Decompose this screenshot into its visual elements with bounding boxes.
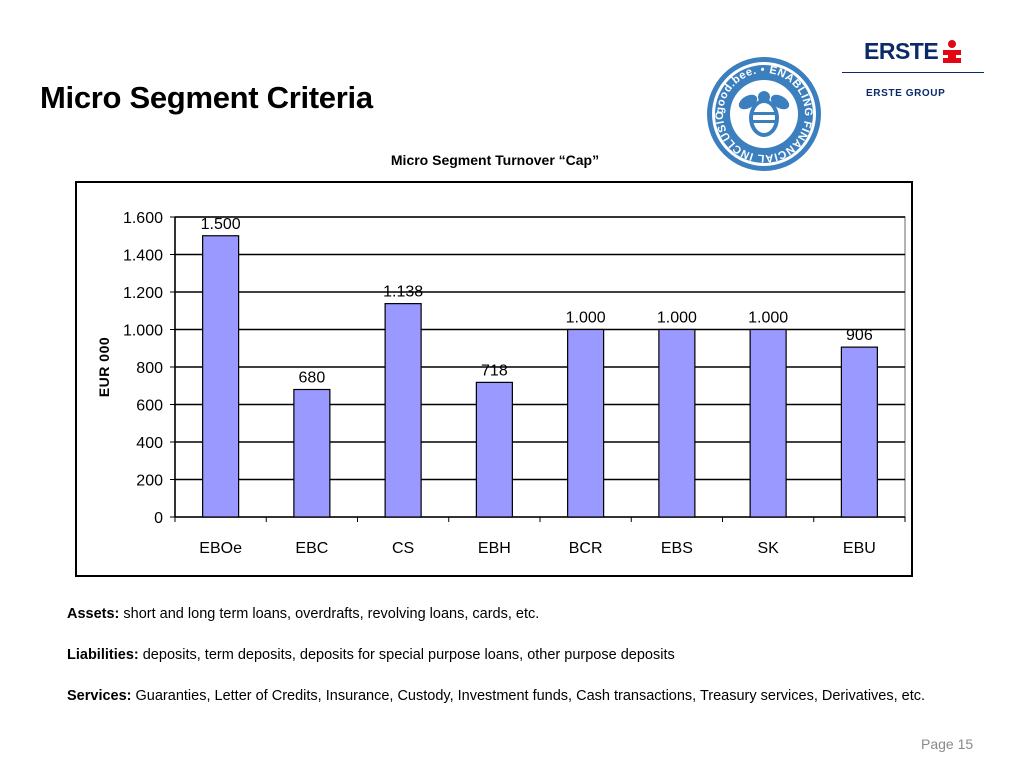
- chart-title: Micro Segment Turnover “Cap”: [390, 152, 600, 168]
- y-tick-label: 800: [136, 360, 163, 377]
- x-tick-label: EBH: [478, 540, 511, 557]
- data-label: 1.500: [201, 216, 241, 233]
- bar: [384, 303, 422, 518]
- y-tick-label: 200: [136, 473, 163, 490]
- x-tick-label: EBS: [661, 540, 693, 557]
- note-label: Services:: [67, 688, 132, 704]
- data-label: 906: [846, 327, 873, 344]
- note-services: Services: Guaranties, Letter of Credits,…: [67, 686, 967, 707]
- logo-brand-text: ERSTE: [864, 38, 939, 64]
- chart-frame: 0 200 400 600 800 1.000 1.200 1.400 1.600 EUR 000…: [75, 181, 913, 577]
- note-label: Liabilities:: [67, 647, 139, 663]
- x-tick-label: SK: [757, 540, 779, 557]
- note-text: Guaranties, Letter of Credits, Insurance…: [131, 688, 926, 704]
- x-tick-label: EBU: [843, 540, 876, 557]
- note-liabilities: Liabilities: deposits, term deposits, de…: [67, 645, 967, 666]
- note-text: short and long term loans, overdrafts, r…: [119, 606, 540, 622]
- x-tick-label: CS: [392, 540, 414, 557]
- bar: [840, 346, 878, 518]
- x-tick-label: EBC: [295, 540, 328, 557]
- x-tick-label: EBOe: [199, 540, 242, 557]
- logo-divider: [842, 72, 984, 73]
- bar: [749, 328, 787, 518]
- y-tick-label: 1.000: [123, 323, 163, 340]
- note-label: Assets:: [67, 606, 120, 622]
- data-label: 1.000: [566, 310, 606, 327]
- y-tick-label: 400: [136, 435, 163, 452]
- bar: [658, 328, 696, 518]
- bar: [475, 381, 513, 518]
- y-tick-label: 1.200: [123, 285, 163, 302]
- bar: [293, 388, 331, 518]
- slide-title: Micro Segment Criteria: [40, 80, 373, 115]
- data-label: 1.000: [657, 310, 697, 327]
- x-tick-label: BCR: [569, 540, 603, 557]
- y-tick-label: 0: [154, 510, 163, 527]
- note-assets: Assets: short and long term loans, overd…: [67, 604, 967, 625]
- y-tick-label: 1.600: [123, 210, 163, 227]
- bar-chart: 0 200 400 600 800 1.000 1.200 1.400 1.600 EUR 000…: [96, 210, 906, 557]
- page-number: Page 15: [921, 736, 974, 752]
- data-label: 718: [481, 362, 508, 379]
- data-label: 1.138: [383, 284, 423, 301]
- data-label: 1.000: [748, 310, 788, 327]
- y-tick-label: 600: [136, 398, 163, 415]
- y-tick-label: 1.400: [123, 248, 163, 265]
- erste-s-icon: [943, 39, 962, 63]
- logo-group-text: ERSTE GROUP: [866, 88, 946, 99]
- note-text: deposits, term deposits, deposits for sp…: [138, 647, 675, 663]
- bar: [202, 235, 240, 518]
- bar: [567, 328, 605, 518]
- y-axis-title: EUR 000: [96, 337, 112, 397]
- data-label: 680: [299, 370, 326, 387]
- good-bee-seal: good.bee. • ENABLING FINANCIAL INCLUSION: [704, 54, 821, 171]
